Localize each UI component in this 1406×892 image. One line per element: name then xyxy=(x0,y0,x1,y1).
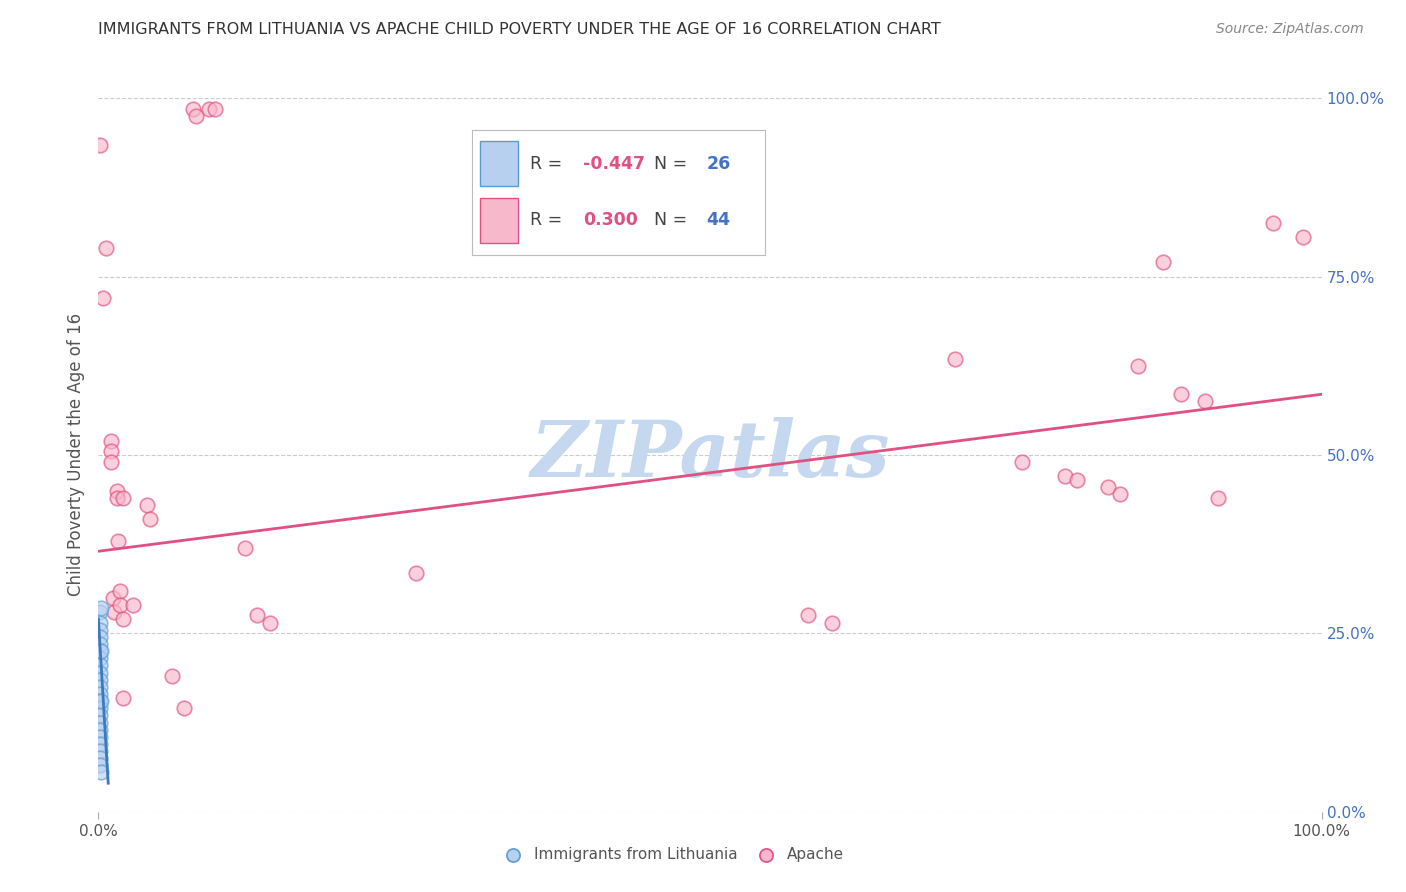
Text: ZIPatlas: ZIPatlas xyxy=(530,417,890,493)
Point xyxy=(821,615,844,630)
Point xyxy=(1011,455,1033,469)
Point xyxy=(89,715,111,730)
Point xyxy=(89,708,111,723)
Point xyxy=(89,680,111,694)
Point xyxy=(160,669,183,683)
Point xyxy=(502,847,524,862)
Text: -0.447: -0.447 xyxy=(583,155,645,173)
Point xyxy=(111,690,134,705)
Point xyxy=(94,241,117,255)
Point xyxy=(89,637,111,651)
Text: 26: 26 xyxy=(706,155,731,173)
Point xyxy=(111,491,134,505)
Point xyxy=(90,765,112,780)
Point xyxy=(89,658,111,673)
Point xyxy=(1066,473,1088,487)
Point xyxy=(111,612,134,626)
Point xyxy=(89,644,111,658)
Point xyxy=(1108,487,1130,501)
Point xyxy=(91,291,114,305)
Point xyxy=(90,644,112,658)
Point xyxy=(101,591,124,605)
Point xyxy=(1097,480,1119,494)
Point xyxy=(89,723,111,737)
Point xyxy=(943,351,966,366)
Point xyxy=(89,651,111,665)
Point xyxy=(89,623,111,637)
Point xyxy=(107,533,129,548)
Text: Source: ZipAtlas.com: Source: ZipAtlas.com xyxy=(1216,22,1364,37)
Point xyxy=(405,566,427,580)
Point xyxy=(89,687,111,701)
Point xyxy=(1292,230,1315,244)
Point xyxy=(89,630,111,644)
Text: Immigrants from Lithuania: Immigrants from Lithuania xyxy=(534,847,738,862)
Point xyxy=(204,102,226,116)
Text: IMMIGRANTS FROM LITHUANIA VS APACHE CHILD POVERTY UNDER THE AGE OF 16 CORRELATIO: IMMIGRANTS FROM LITHUANIA VS APACHE CHIL… xyxy=(98,22,941,37)
Point xyxy=(1152,255,1174,269)
Point xyxy=(100,434,122,448)
Point xyxy=(105,483,128,498)
Text: 44: 44 xyxy=(706,211,730,229)
Point xyxy=(89,758,111,772)
Text: N =: N = xyxy=(654,211,692,229)
Point xyxy=(755,847,778,862)
FancyBboxPatch shape xyxy=(481,142,519,186)
Point xyxy=(121,598,143,612)
Point xyxy=(89,737,111,751)
Text: R =: R = xyxy=(530,211,574,229)
Text: 0.300: 0.300 xyxy=(583,211,638,229)
Point xyxy=(89,137,111,152)
Point xyxy=(89,751,111,765)
Point xyxy=(89,665,111,680)
Point xyxy=(89,730,111,744)
Point xyxy=(90,601,112,615)
Point xyxy=(246,608,269,623)
Point xyxy=(89,673,111,687)
Point xyxy=(1128,359,1150,373)
Y-axis label: Child Poverty Under the Age of 16: Child Poverty Under the Age of 16 xyxy=(66,313,84,597)
Point xyxy=(100,444,122,458)
Point xyxy=(89,615,111,630)
Point xyxy=(89,701,111,715)
Text: Apache: Apache xyxy=(787,847,845,862)
Text: N =: N = xyxy=(654,155,692,173)
Point xyxy=(139,512,162,526)
Point xyxy=(89,605,111,619)
Point xyxy=(1194,394,1216,409)
Point xyxy=(105,491,128,505)
Point xyxy=(90,694,112,708)
Point xyxy=(1261,216,1284,230)
Point xyxy=(103,605,125,619)
Point xyxy=(136,498,159,512)
Point xyxy=(110,583,132,598)
Point xyxy=(186,109,208,123)
Point xyxy=(1206,491,1229,505)
Point xyxy=(259,615,281,630)
Point xyxy=(173,701,195,715)
Point xyxy=(797,608,820,623)
FancyBboxPatch shape xyxy=(481,198,519,243)
Text: R =: R = xyxy=(530,155,568,173)
Point xyxy=(1170,387,1192,401)
Point xyxy=(1053,469,1076,483)
Point xyxy=(181,102,204,116)
Point xyxy=(89,744,111,758)
Point xyxy=(89,694,111,708)
Point xyxy=(233,541,256,555)
Point xyxy=(197,102,219,116)
Point xyxy=(100,455,122,469)
Point xyxy=(110,598,132,612)
